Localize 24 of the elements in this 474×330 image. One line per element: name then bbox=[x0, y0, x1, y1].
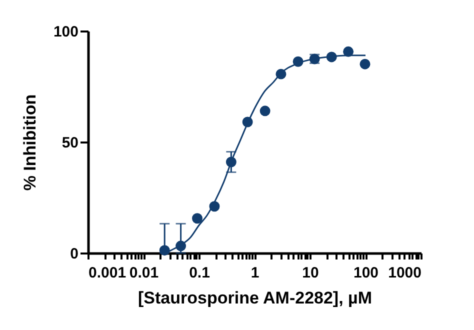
y-tick-label: 50 bbox=[62, 134, 78, 152]
point bbox=[192, 213, 202, 224]
x-tick-label: 10 bbox=[302, 264, 319, 282]
x-tick-label: 0.1 bbox=[189, 264, 210, 282]
point bbox=[360, 58, 370, 70]
point bbox=[209, 201, 220, 212]
y-tick-label: 0 bbox=[70, 246, 78, 262]
point bbox=[242, 116, 253, 128]
point bbox=[292, 56, 304, 67]
x-tick-label: 0.01 bbox=[129, 264, 159, 282]
y-axis-title: % Inhibition bbox=[20, 94, 40, 191]
point bbox=[260, 106, 270, 116]
point bbox=[176, 240, 186, 252]
x-tick-label: 0.001 bbox=[88, 264, 126, 282]
x-tick-label: 1000 bbox=[388, 264, 422, 282]
point bbox=[159, 245, 170, 256]
point bbox=[326, 52, 337, 62]
x-tick-label: 100 bbox=[353, 264, 379, 282]
point bbox=[276, 68, 286, 80]
point bbox=[226, 156, 236, 168]
x-axis-title: [Staurosporine AM-2282], µM bbox=[138, 288, 372, 308]
x-tick-label: 1 bbox=[250, 264, 260, 282]
point bbox=[343, 46, 354, 57]
y-tick-label: 100 bbox=[53, 24, 78, 40]
